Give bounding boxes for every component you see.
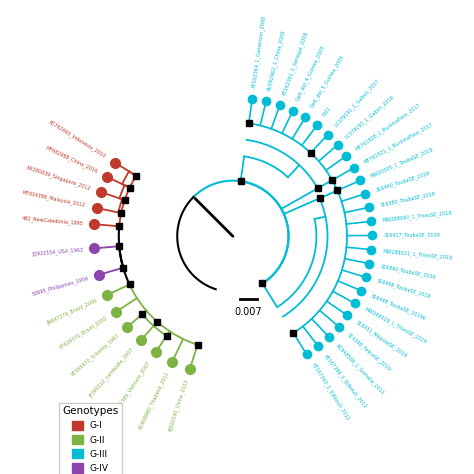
Text: LC379193_1_Gabon_2016: LC379193_1_Gabon_2016	[344, 93, 396, 139]
Text: KJ822195_China_2013: KJ822195_China_2013	[167, 378, 189, 432]
Text: 316451_MbackeSE_2019: 316451_MbackeSE_2019	[355, 319, 409, 359]
Text: 316498_ToubaSE_2019b: 316498_ToubaSE_2019b	[370, 292, 427, 321]
Text: JQ922554_USA_1963: JQ922554_USA_1963	[32, 246, 83, 257]
Text: MF004386_Malaysia_2012: MF004386_Malaysia_2012	[22, 190, 86, 209]
Text: 316417_ToubaSE_2019: 316417_ToubaSE_2019	[383, 232, 440, 238]
Text: KT162361_1_Senegal_2008: KT162361_1_Senegal_2008	[281, 30, 309, 96]
Text: MT761928_1_BurkinaFaso_2017: MT761928_1_BurkinaFaso_2017	[354, 101, 421, 152]
Text: 316440_ToubaSE_2019: 316440_ToubaSE_2019	[375, 170, 431, 193]
Text: MW288040_1_ThiesSE_2018: MW288040_1_ThiesSE_2018	[382, 210, 452, 223]
Text: KF355470_Srilanka_1987: KF355470_Srilanka_1987	[70, 332, 121, 377]
Text: Ow6_del_4_Guinea_2005: Ow6_del_4_Guinea_2005	[295, 44, 327, 102]
Text: KC948589_1_Somalia_2011: KC948589_1_Somalia_2011	[335, 343, 385, 396]
Text: 316840_ToubaSE_2019: 316840_ToubaSE_2019	[380, 263, 437, 280]
Text: LC379191_1_Gabon_2017: LC379191_1_Gabon_2017	[333, 78, 381, 128]
Text: KC762693_Indonesia_2010: KC762693_Indonesia_2010	[48, 119, 107, 159]
Text: KU909980_Thailand_2011: KU909980_Thailand_2011	[137, 370, 170, 430]
Text: JN697379_Brazil_2006: JN697379_Brazil_2006	[46, 297, 98, 326]
Text: KT167260_1_Djibouti_2011: KT167260_1_Djibouti_2011	[310, 362, 350, 422]
Text: 0.007: 0.007	[234, 307, 262, 317]
Text: MW20005_1_ToubaSE_2018: MW20005_1_ToubaSE_2018	[369, 146, 434, 179]
Text: EJ461389_Vietnam_2007: EJ461389_Vietnam_2007	[113, 360, 152, 414]
Legend: G-I, G-II, G-III, G-IV: G-I, G-II, G-III, G-IV	[59, 402, 122, 474]
Text: 316380_ToubaSE_2019: 316380_ToubaSE_2019	[379, 191, 436, 208]
Text: KT167299_1_Djibouti_2012: KT167299_1_Djibouti_2012	[323, 353, 368, 410]
Text: KX380839_Singapore_2012: KX380839_Singapore_2012	[26, 164, 91, 191]
Text: MT761921_1_BurkinaFaso_2017: MT761921_1_BurkinaFaso_2017	[362, 121, 434, 165]
Text: KU092962_1_China_2008: KU092962_1_China_2008	[266, 29, 286, 91]
Text: MF682988_China_2016: MF682988_China_2016	[44, 145, 98, 175]
Text: GI01: GI01	[322, 106, 333, 118]
Text: EF629370_Brazil_2002: EF629370_Brazil_2002	[58, 315, 108, 350]
Text: MW288028_1_ThiesSE_2019: MW288028_1_ThiesSE_2019	[363, 306, 428, 345]
Text: JF295012_cambodia_2007: JF295012_cambodia_2007	[89, 347, 136, 399]
Text: 482_NewCaledonia_1995: 482_NewCaledonia_1995	[21, 215, 83, 226]
Text: 316498_ToubaSE_2019: 316498_ToubaSE_2019	[375, 278, 431, 300]
Text: KT162364_1_Cameroon_2008: KT162364_1_Cameroon_2008	[251, 15, 267, 88]
Text: Ow6_del_5_Guinea_2005: Ow6_del_5_Guinea_2005	[309, 54, 346, 109]
Text: 314368_FalicaSE_2019: 314368_FalicaSE_2019	[345, 332, 392, 373]
Text: 50695_Philippines_1956: 50695_Philippines_1956	[31, 275, 89, 297]
Text: MW288031_1_ThiesSE_2019: MW288031_1_ThiesSE_2019	[382, 248, 453, 260]
